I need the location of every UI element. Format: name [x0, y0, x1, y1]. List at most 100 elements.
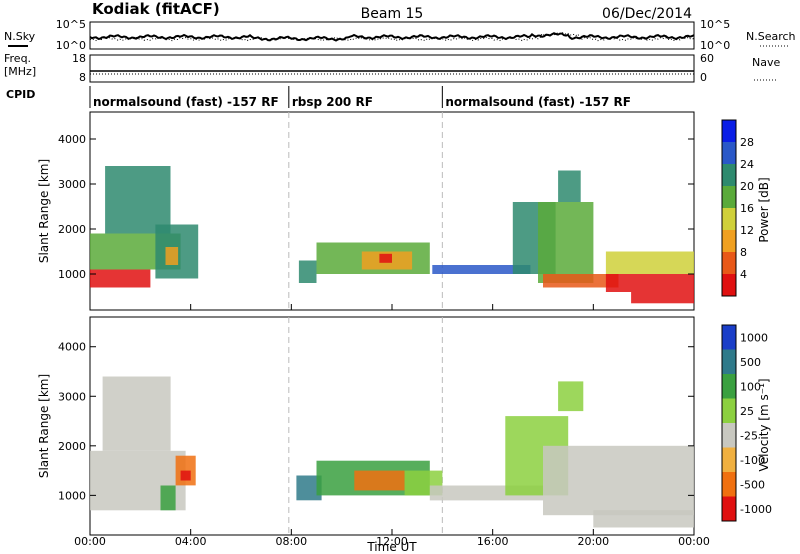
colorbar-tick-label: 16	[740, 202, 754, 215]
nsky-label: N.Sky	[4, 30, 36, 43]
x-tick-label: 00:00	[74, 535, 106, 548]
x-axis: 00:00 04:00 08:00 12:00 16:00 20:00 00:00	[74, 304, 710, 548]
heatmap-cell	[105, 166, 171, 234]
station-title: Kodiak (fitACF)	[92, 0, 220, 18]
power-ylabel: Slant Range [km]	[37, 159, 51, 263]
colorbar-tick-label: 1000	[740, 331, 768, 344]
heatmap-cell	[298, 260, 317, 283]
heatmap-cell	[102, 376, 171, 451]
colorbar-swatch	[722, 325, 736, 350]
x-tick-label: 16:00	[477, 535, 509, 548]
colorbar-frame	[721, 324, 737, 522]
x-tick-label: 20:00	[577, 535, 609, 548]
heatmap-cell	[175, 455, 196, 486]
cpid-segment-label: normalsound (fast) -157 RF	[93, 95, 279, 109]
y-tick-label: 4000	[58, 341, 86, 354]
velocity-yticks: 1000 2000 3000 4000	[58, 341, 694, 502]
y-tick-label: 1000	[58, 489, 86, 502]
nave-tick-top: 60	[700, 52, 714, 65]
heatmap-cell	[379, 253, 392, 263]
x-axis-label: Time UT	[366, 540, 417, 554]
colorbar-swatch	[722, 186, 736, 208]
nsky-tick-bottom: 10^0	[56, 39, 86, 52]
heatmap-cell	[165, 247, 179, 265]
heatmap-cell	[605, 274, 694, 292]
heatmap-cell	[543, 274, 619, 288]
heatmap-cell	[538, 202, 594, 283]
x-tick-label: 08:00	[275, 535, 307, 548]
heatmap-cell	[543, 445, 694, 516]
heatmap-cell	[432, 265, 531, 274]
power-panel: 1000 2000 3000 4000 Slant Range [km] 4 8 12 16…	[37, 111, 771, 311]
nsearch-line	[89, 31, 695, 42]
heatmap-cell	[593, 510, 694, 528]
colorbar-tick-label: 25	[740, 405, 754, 418]
colorbar-tick-label: 100	[740, 380, 761, 393]
heatmap-cell	[605, 251, 694, 274]
x-tick-label: 12:00	[376, 535, 408, 548]
colorbar-tick-label: -100	[740, 454, 765, 467]
colorbar-tick-label: 500	[740, 356, 761, 369]
freq-frame	[89, 54, 695, 83]
date-title: 06/Dec/2014	[602, 6, 692, 22]
x-tick-label: 00:00	[678, 535, 710, 548]
freq-tick-top: 18	[72, 52, 86, 65]
cpid-strip: CPID normalsound (fast) -157 RF rbsp 200 …	[6, 86, 631, 109]
heatmap-cell	[631, 292, 694, 304]
colorbar-swatch	[722, 496, 736, 521]
power-marks	[90, 112, 694, 310]
cpid-segment-label: rbsp 200 RF	[292, 95, 373, 109]
y-tick-label: 1000	[58, 268, 86, 281]
heatmap-cell	[558, 170, 581, 202]
colorbar-swatch	[722, 164, 736, 186]
nsky-panel: 10^5 10^0 10^5 10^0 N.Sky N.Search	[4, 18, 796, 52]
cpid-label: CPID	[6, 88, 35, 101]
cpid-segment-label: normalsound (fast) -157 RF	[445, 95, 631, 109]
velocity-colorbar-label: Velocity [m s⁻¹]	[757, 378, 771, 471]
y-tick-label: 2000	[58, 440, 86, 453]
colorbar-swatch	[722, 120, 736, 142]
velocity-panel: 1000 2000 3000 4000 Slant Range [km] 1000 50…	[37, 316, 772, 536]
heatmap-cell	[354, 470, 405, 491]
colorbar-swatch	[722, 252, 736, 274]
colorbar-swatch	[722, 472, 736, 497]
colorbar-tick-label: 8	[740, 246, 747, 259]
colorbar-swatch	[722, 374, 736, 399]
colorbar-tick-label: 4	[740, 268, 747, 281]
freq-panel: 18 8 60 0 Freq. [MHz] Nave	[4, 52, 780, 84]
y-tick-label: 2000	[58, 223, 86, 236]
nsearch-tick-bottom: 10^0	[700, 39, 730, 52]
colorbar-tick-label: -500	[740, 478, 765, 491]
beam-title: Beam 15	[361, 6, 424, 22]
colorbar-swatch	[722, 208, 736, 230]
colorbar-swatch	[722, 142, 736, 164]
colorbar-tick-label: 28	[740, 136, 754, 149]
x-tick-label: 04:00	[175, 535, 207, 548]
velocity-colorbar: 1000 500 100 25 -25 -100 -500 -1000	[721, 324, 772, 522]
nsearch-label: N.Search	[746, 30, 796, 43]
heatmap-cell	[90, 269, 151, 288]
colorbar-tick-label: 20	[740, 180, 754, 193]
colorbar-tick-label: 12	[740, 224, 754, 237]
nave-tick-bottom: 0	[700, 71, 707, 84]
velocity-ylabel: Slant Range [km]	[37, 374, 51, 478]
colorbar-swatch	[722, 230, 736, 252]
freq-tick-bottom: 8	[79, 71, 86, 84]
colorbar-swatch	[722, 423, 736, 448]
colorbar-swatch	[722, 274, 736, 296]
y-tick-label: 4000	[58, 133, 86, 146]
heatmap-cell	[180, 470, 191, 481]
colorbar-frame	[721, 119, 737, 297]
nsky-line	[89, 32, 695, 42]
y-tick-label: 3000	[58, 178, 86, 191]
nsearch-tick-top: 10^5	[700, 18, 730, 31]
colorbar-tick-label: -1000	[740, 503, 772, 516]
freq-label: Freq.	[4, 52, 31, 65]
colorbar-tick-label: -25	[740, 429, 758, 442]
colorbar-swatch	[722, 349, 736, 374]
heatmap-cell	[160, 485, 176, 511]
colorbar-swatch	[722, 398, 736, 423]
freq-unit: [MHz]	[4, 65, 36, 78]
velocity-marks	[90, 317, 694, 535]
